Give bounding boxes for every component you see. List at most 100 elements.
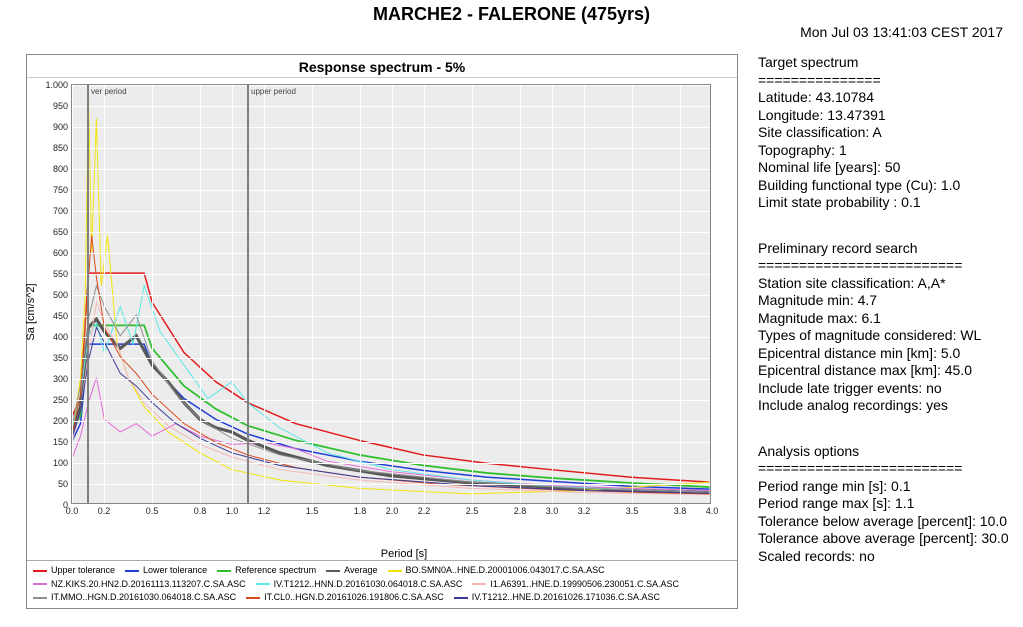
x-tick: 1.8 bbox=[354, 503, 367, 516]
legend-item: IV.T1212..HNN.D.20161030.064018.C.SA.ASC bbox=[256, 579, 463, 591]
legend-swatch bbox=[256, 583, 270, 585]
info-line: Building functional type (Cu): 1.0 bbox=[758, 177, 1009, 195]
block-header: Preliminary record search bbox=[758, 240, 1009, 258]
info-line: Include analog recordings: yes bbox=[758, 397, 1009, 415]
info-line: Tolerance below average [percent]: 10.0 bbox=[758, 513, 1009, 531]
info-line: Epicentral distance min [km]: 5.0 bbox=[758, 345, 1009, 363]
legend-label: BO.SMN0A..HNE.D.20001006.043017.C.SA.ASC bbox=[406, 565, 605, 577]
x-tick: 0.8 bbox=[194, 503, 207, 516]
y-tick: 600 bbox=[53, 248, 72, 258]
y-tick: 350 bbox=[53, 353, 72, 363]
y-tick: 950 bbox=[53, 101, 72, 111]
block-lines: Period range min [s]: 0.1Period range ma… bbox=[758, 478, 1009, 566]
info-line: Types of magnitude considered: WL bbox=[758, 327, 1009, 345]
legend-item: Upper tolerance bbox=[33, 565, 115, 577]
x-tick: 1.0 bbox=[226, 503, 239, 516]
legend-swatch bbox=[33, 597, 47, 599]
legend-label: Reference spectrum bbox=[235, 565, 316, 577]
y-tick: 850 bbox=[53, 143, 72, 153]
x-tick: 0.0 bbox=[66, 503, 79, 516]
y-tick: 500 bbox=[53, 290, 72, 300]
x-tick: 2.5 bbox=[466, 503, 479, 516]
y-tick: 250 bbox=[53, 395, 72, 405]
series-line bbox=[73, 93, 710, 493]
legend-label: Upper tolerance bbox=[51, 565, 115, 577]
info-line: Period range max [s]: 1.1 bbox=[758, 495, 1009, 513]
block-lines: Latitude: 43.10784Longitude: 13.47391Sit… bbox=[758, 89, 1009, 212]
legend-label: Lower tolerance bbox=[143, 565, 207, 577]
period-marker bbox=[247, 85, 249, 503]
chart-container: Response spectrum - 5% Sa [cm/s^2] 05010… bbox=[26, 54, 738, 609]
legend-swatch bbox=[125, 570, 139, 572]
chart-title: Response spectrum - 5% bbox=[27, 55, 737, 78]
legend-swatch bbox=[33, 570, 47, 572]
preliminary-block: Preliminary record search ==============… bbox=[758, 240, 1009, 415]
legend-swatch bbox=[388, 570, 402, 572]
info-line: Nominal life [years]: 50 bbox=[758, 159, 1009, 177]
series-line bbox=[73, 273, 710, 482]
y-tick: 700 bbox=[53, 206, 72, 216]
block-lines: Station site classification: A,A*Magnitu… bbox=[758, 275, 1009, 415]
x-tick: 0.2 bbox=[98, 503, 111, 516]
info-line: Topography: 1 bbox=[758, 142, 1009, 160]
legend-item: Lower tolerance bbox=[125, 565, 207, 577]
info-panel: Target spectrum =============== Latitude… bbox=[738, 54, 1009, 609]
legend-item: I1.A6391..HNE.D.19990506.230051.C.SA.ASC bbox=[472, 579, 679, 591]
block-sep: ========================= bbox=[758, 460, 1009, 478]
legend-label: I1.A6391..HNE.D.19990506.230051.C.SA.ASC bbox=[490, 579, 679, 591]
legend-swatch bbox=[454, 597, 468, 599]
info-line: Magnitude max: 6.1 bbox=[758, 310, 1009, 328]
y-axis-label: Sa [cm/s^2] bbox=[25, 283, 37, 340]
info-line: Epicentral distance max [km]: 45.0 bbox=[758, 362, 1009, 380]
block-sep: =============== bbox=[758, 72, 1009, 90]
info-line: Station site classification: A,A* bbox=[758, 275, 1009, 293]
block-header: Target spectrum bbox=[758, 54, 1009, 72]
y-tick: 800 bbox=[53, 164, 72, 174]
legend-item: Average bbox=[326, 565, 377, 577]
legend-swatch bbox=[326, 570, 340, 572]
legend-swatch bbox=[217, 570, 231, 572]
info-line: Magnitude min: 4.7 bbox=[758, 292, 1009, 310]
page-title: MARCHE2 - FALERONE (475yrs) bbox=[0, 0, 1023, 25]
x-axis-label: Period [s] bbox=[27, 546, 737, 560]
legend-swatch bbox=[33, 583, 47, 585]
x-tick: 2.2 bbox=[418, 503, 431, 516]
x-tick: 3.2 bbox=[578, 503, 591, 516]
x-tick: 1.5 bbox=[306, 503, 319, 516]
y-tick: 300 bbox=[53, 374, 72, 384]
x-tick: 3.0 bbox=[546, 503, 559, 516]
timestamp: Mon Jul 03 13:41:03 CEST 2017 bbox=[800, 24, 1003, 40]
y-tick: 900 bbox=[53, 122, 72, 132]
info-line: Limit state probability : 0.1 bbox=[758, 194, 1009, 212]
legend-item: IV.T1212..HNE.D.20161026.171036.C.SA.ASC bbox=[454, 592, 660, 604]
x-tick: 3.8 bbox=[674, 503, 687, 516]
y-tick: 450 bbox=[53, 311, 72, 321]
legend-label: NZ.KIKS.20.HN2.D.20161113.113207.C.SA.AS… bbox=[51, 579, 246, 591]
info-line: Tolerance above average [percent]: 30.0 bbox=[758, 530, 1009, 548]
info-line: Latitude: 43.10784 bbox=[758, 89, 1009, 107]
info-line: Period range min [s]: 0.1 bbox=[758, 478, 1009, 496]
legend-swatch bbox=[472, 583, 486, 585]
info-line: Include late trigger events: no bbox=[758, 380, 1009, 398]
x-tick: 2.0 bbox=[386, 503, 399, 516]
legend-item: NZ.KIKS.20.HN2.D.20161113.113207.C.SA.AS… bbox=[33, 579, 246, 591]
info-line: Site classification: A bbox=[758, 124, 1009, 142]
x-tick: 3.5 bbox=[626, 503, 639, 516]
period-marker bbox=[87, 85, 89, 503]
x-tick: 0.5 bbox=[146, 503, 159, 516]
info-line: Scaled records: no bbox=[758, 548, 1009, 566]
plot-wrap: Sa [cm/s^2] 0501001502002503003504004505… bbox=[27, 78, 737, 546]
legend-label: IT.MMO..HGN.D.20161030.064018.C.SA.ASC bbox=[51, 592, 236, 604]
y-tick: 100 bbox=[53, 458, 72, 468]
block-sep: ========================= bbox=[758, 257, 1009, 275]
y-tick: 50 bbox=[58, 479, 72, 489]
legend-label: IV.T1212..HNE.D.20161026.171036.C.SA.ASC bbox=[472, 592, 660, 604]
legend-label: IV.T1212..HNN.D.20161030.064018.C.SA.ASC bbox=[274, 579, 463, 591]
legend-label: Average bbox=[344, 565, 377, 577]
info-line: Longitude: 13.47391 bbox=[758, 107, 1009, 125]
y-tick: 750 bbox=[53, 185, 72, 195]
legend-swatch bbox=[246, 597, 260, 599]
series-line bbox=[73, 327, 710, 493]
legend-item: IT.CL0..HGN.D.20161026.191806.C.SA.ASC bbox=[246, 592, 444, 604]
legend-item: IT.MMO..HGN.D.20161030.064018.C.SA.ASC bbox=[33, 592, 236, 604]
